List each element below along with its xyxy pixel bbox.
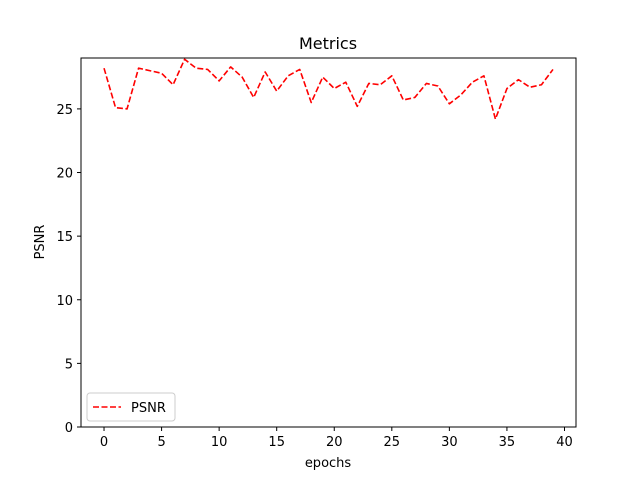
x-tick-label: 35 <box>499 435 516 450</box>
legend-label-psnr: PSNR <box>131 401 166 416</box>
x-tick-label: 0 <box>100 435 108 450</box>
y-tick-label: 25 <box>56 103 73 118</box>
y-axis-label: PSNR <box>33 225 48 260</box>
series-line-psnr <box>103 58 554 120</box>
x-tick-label: 20 <box>326 435 343 450</box>
x-tick-label: 40 <box>556 435 573 450</box>
y-tick-label: 5 <box>65 357 73 372</box>
y-tick-label: 0 <box>65 421 73 436</box>
axes-frame <box>80 57 577 428</box>
x-tick-label: 10 <box>211 435 228 450</box>
y-tick-label: 15 <box>56 230 73 245</box>
chart-title: Metrics <box>299 34 357 53</box>
x-tick-label: 5 <box>157 435 165 450</box>
x-tick-label: 30 <box>441 435 458 450</box>
axis-ticks: 0 5 10 15 20 25 30 35 40 0 5 10 15 20 25 <box>56 103 572 450</box>
y-tick-label: 20 <box>56 167 73 182</box>
x-axis-label: epochs <box>305 456 352 471</box>
legend-box <box>86 392 176 422</box>
plot-series <box>103 58 554 120</box>
legend: PSNR <box>86 392 176 422</box>
y-tick-label: 10 <box>56 294 73 309</box>
x-tick-label: 15 <box>268 435 285 450</box>
x-tick-label: 25 <box>384 435 401 450</box>
